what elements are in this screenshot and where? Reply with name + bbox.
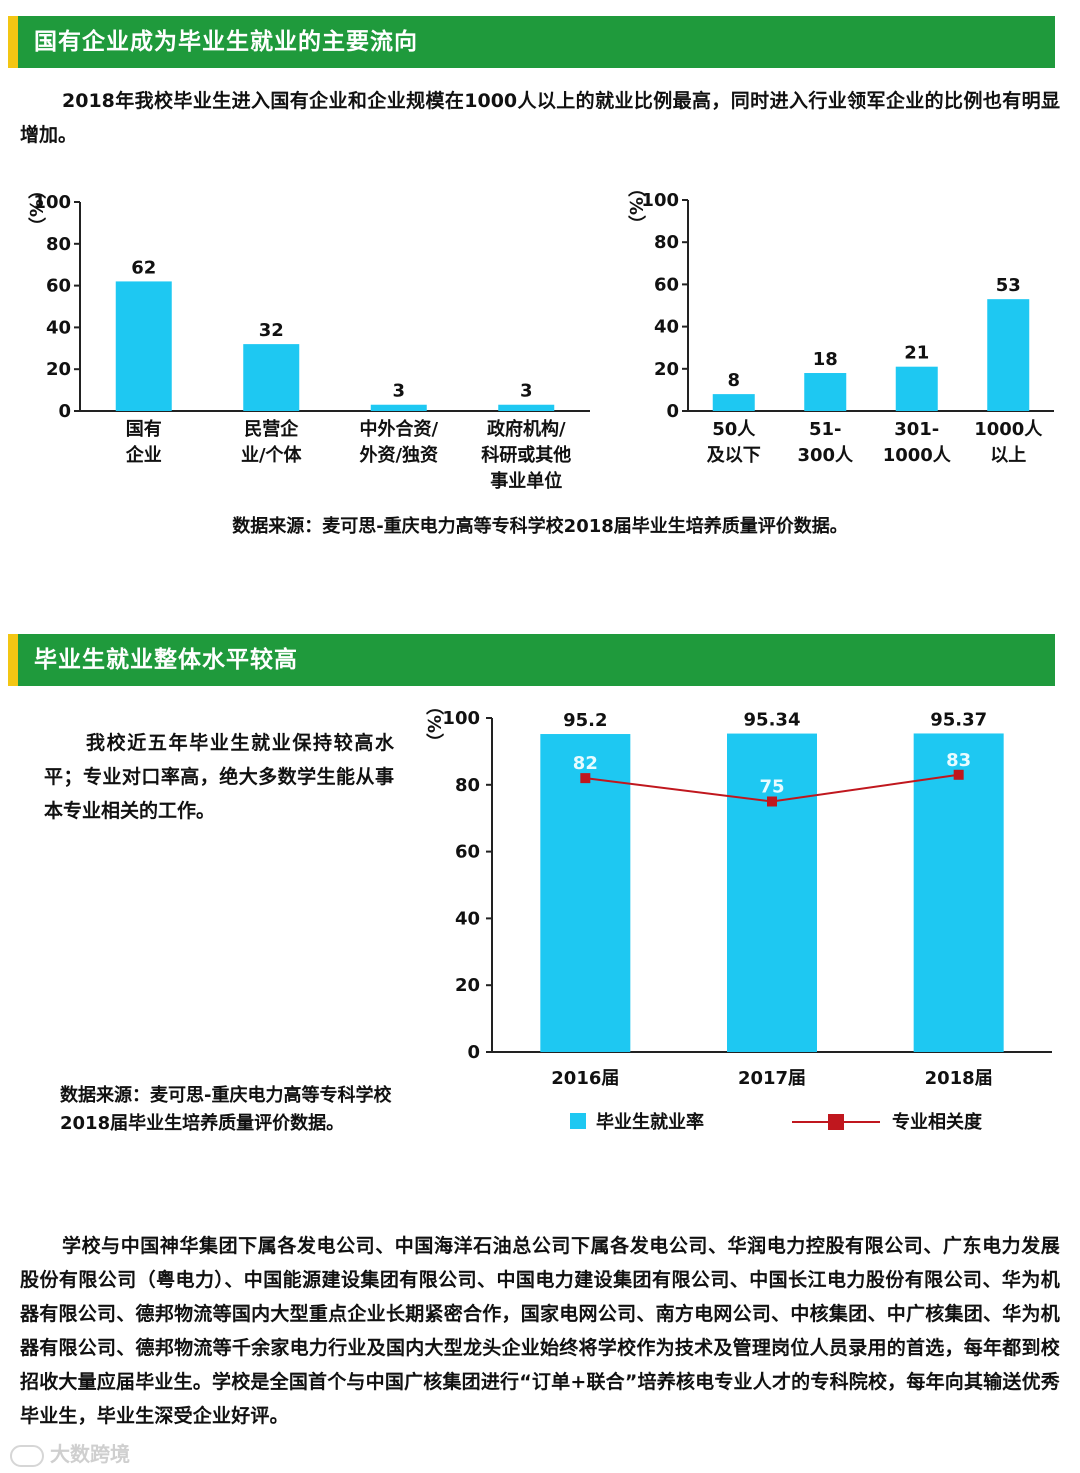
legend-line-label: 专业相关度	[892, 1111, 983, 1133]
y-tick-label: 40	[654, 317, 679, 338]
bar	[115, 281, 172, 411]
y-tick-label: 60	[455, 842, 480, 863]
watermark-logo-icon	[10, 1444, 44, 1467]
y-axis-unit: （%）	[25, 181, 46, 235]
y-axis-unit: （%）	[625, 179, 646, 233]
bar-value-label: 95.34	[744, 710, 801, 731]
intro-paragraph: 2018年我校毕业生进入国有企业和企业规模在1000人以上的就业比例最高，同时进…	[20, 90, 1060, 146]
watermark: 大数跨境	[10, 1438, 130, 1467]
data-source-note-2: 数据来源：麦可思-重庆电力高等专科学校 2018届毕业生培养质量评价数据。	[60, 1082, 460, 1138]
category-label: 外资/独资	[359, 444, 438, 466]
y-tick-label: 0	[467, 1042, 480, 1063]
category-label: 2018届	[925, 1068, 993, 1089]
source-line-2: 2018届毕业生培养质量评价数据。	[60, 1113, 345, 1134]
bar-value-label: 95.2	[563, 710, 607, 731]
header-accent-bar	[8, 634, 18, 686]
y-tick-label: 0	[666, 401, 679, 422]
line-value-label: 82	[573, 753, 598, 774]
line-marker	[767, 796, 777, 807]
y-tick-label: 80	[46, 234, 71, 255]
category-label: 301-	[894, 419, 939, 440]
bar	[727, 733, 817, 1052]
overview-paragraph: 我校近五年毕业生就业保持较高水平；专业对口率高，绝大多数学生能从事本专业相关的工…	[44, 732, 394, 822]
category-label: 政府机构/	[487, 418, 566, 440]
category-label: 2016届	[551, 1068, 619, 1089]
category-label: 事业单位	[490, 470, 562, 492]
bar-value-label: 3	[392, 381, 405, 402]
category-label: 及以下	[707, 445, 761, 466]
bar-value-label: 62	[131, 257, 156, 278]
category-label: 科研或其他	[481, 444, 571, 466]
category-label: 51-	[809, 419, 842, 440]
bar	[804, 373, 847, 411]
y-tick-label: 40	[46, 317, 71, 338]
bar-value-label: 95.37	[930, 709, 987, 730]
line-marker	[580, 773, 591, 784]
chart-employment-rate: 0 20 40 60 80 100（%） 95.2 2016届 95.34 2017届 95.37 2…	[423, 697, 1052, 1133]
category-label: 2017届	[738, 1068, 806, 1089]
category-label: 民营企	[244, 418, 299, 440]
bar	[712, 394, 755, 411]
bar	[498, 404, 555, 411]
legend-bar-swatch	[570, 1113, 586, 1129]
category-label: 国有	[126, 418, 162, 440]
section-title: 国有企业成为毕业生就业的主要流向	[34, 29, 418, 55]
y-tick-label: 0	[58, 401, 71, 422]
y-tick-label: 100	[442, 708, 480, 729]
cooperation-paragraph: 学校与中国神华集团下属各发电公司、中国海洋石油总公司下属各发电公司、华润电力控股…	[20, 1235, 1060, 1427]
category-label: 300人	[797, 445, 854, 466]
bar	[243, 344, 300, 411]
y-axis-unit: （%）	[423, 697, 444, 751]
bar-value-label: 21	[904, 343, 929, 364]
section-header-overall-level: 毕业生就业整体水平较高	[8, 634, 1055, 686]
category-label: 1000人	[883, 445, 952, 466]
category-label: 50人	[712, 419, 756, 440]
y-tick-label: 60	[654, 274, 679, 295]
watermark-text: 大数跨境	[50, 1442, 130, 1466]
source-line-1: 数据来源：麦可思-重庆电力高等专科学校	[60, 1085, 392, 1106]
bar	[540, 734, 631, 1052]
category-label: 1000人	[974, 419, 1043, 440]
bar	[913, 733, 1004, 1052]
y-tick-label: 100	[33, 192, 71, 213]
bar-value-label: 3	[520, 381, 533, 402]
y-tick-label: 20	[654, 359, 679, 380]
y-tick-label: 40	[455, 908, 480, 929]
y-tick-label: 20	[455, 975, 480, 996]
legend-line-marker	[828, 1114, 844, 1130]
y-tick-label: 20	[46, 359, 71, 380]
category-label: 业/个体	[241, 444, 303, 466]
bar-value-label: 8	[727, 370, 740, 391]
legend-bar-label: 毕业生就业率	[596, 1111, 704, 1133]
section-title: 毕业生就业整体水平较高	[34, 647, 298, 673]
line-marker	[953, 769, 964, 780]
y-tick-label: 100	[641, 190, 679, 211]
y-tick-label: 80	[455, 775, 480, 796]
section-header-employment-flow: 国有企业成为毕业生就业的主要流向	[8, 16, 1055, 68]
bar-value-label: 53	[996, 275, 1021, 296]
data-source-note: 数据来源：麦可思-重庆电力高等专科学校2018届毕业生培养质量评价数据。	[232, 516, 848, 537]
header-accent-bar	[8, 16, 18, 68]
bar	[895, 366, 938, 411]
y-tick-label: 80	[654, 232, 679, 253]
bar-value-label: 18	[813, 349, 838, 370]
category-label: 中外合资/	[359, 418, 438, 440]
category-label: 企业	[125, 444, 162, 466]
line-value-label: 75	[759, 777, 784, 798]
bar	[370, 404, 427, 411]
bar-value-label: 32	[259, 320, 284, 341]
line-value-label: 83	[946, 750, 971, 771]
bar	[987, 299, 1030, 411]
y-tick-label: 60	[46, 276, 71, 297]
category-label: 以上	[990, 445, 1026, 466]
